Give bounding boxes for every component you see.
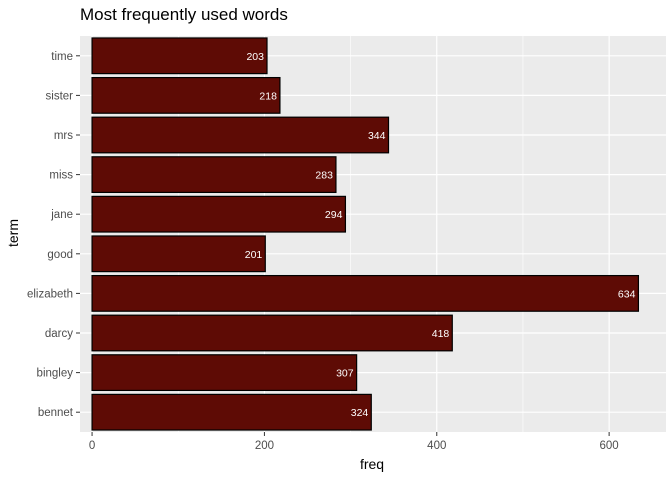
bars-group [91, 37, 640, 431]
bar-value-label: 294 [325, 209, 343, 221]
x-tick-label: 0 [89, 440, 95, 452]
bar-value-label: 203 [246, 51, 264, 63]
bar-elizabeth [91, 274, 640, 312]
bar-value-labels: 203 218 344 283 294 201 634 418 307 324 [245, 51, 636, 419]
y-axis-title: term [5, 219, 21, 247]
bar-value-label: 634 [618, 288, 636, 300]
bar-value-label: 307 [336, 368, 354, 380]
y-axis: time sister mrs miss jane good elizabeth darcy b… [27, 51, 80, 419]
bar-value-label: 218 [259, 90, 277, 102]
bar-jane [91, 195, 347, 233]
bar-value-label: 201 [245, 249, 263, 261]
bar-sister [91, 76, 281, 114]
y-tick-label: jane [50, 209, 73, 221]
bar-mrs [91, 116, 390, 154]
chart-title: Most frequently used words [80, 5, 288, 24]
bar-bennet [91, 393, 372, 431]
bar-miss [91, 156, 337, 194]
x-tick-label: 200 [255, 440, 274, 452]
y-tick-label: elizabeth [27, 288, 73, 300]
y-tick-label: good [47, 249, 73, 261]
x-axis: 0 200 400 600 [89, 432, 619, 452]
y-tick-label: darcy [45, 328, 73, 340]
y-tick-label: time [51, 51, 73, 63]
x-axis-title: freq [360, 456, 384, 472]
x-tick-label: 400 [427, 440, 446, 452]
bar-time [91, 37, 268, 75]
bar-bingley [91, 354, 358, 392]
y-tick-label: sister [46, 90, 74, 102]
bar-value-label: 418 [432, 328, 450, 340]
y-tick-label: bingley [37, 368, 74, 380]
y-tick-label: bennet [38, 407, 74, 419]
bar-value-label: 344 [368, 130, 386, 142]
x-tick-label: 600 [600, 440, 619, 452]
bar-good [91, 235, 266, 273]
y-tick-label: mrs [54, 130, 73, 142]
bar-value-label: 283 [315, 170, 333, 182]
bar-darcy [91, 314, 453, 352]
y-tick-label: miss [49, 170, 73, 182]
bar-value-label: 324 [351, 407, 369, 419]
